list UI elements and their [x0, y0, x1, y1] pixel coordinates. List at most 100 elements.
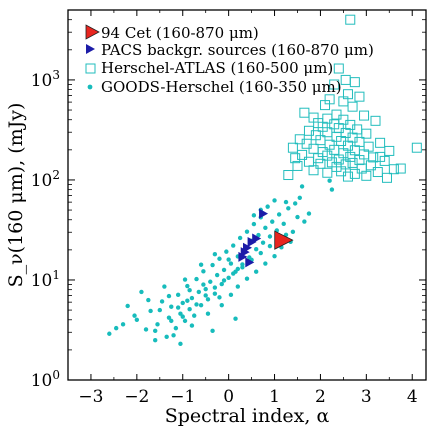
x-tick-label: −2: [124, 387, 149, 407]
x-tick-label: −1: [170, 387, 195, 407]
herschel-atlas-point: [347, 101, 358, 112]
goods-herschel-point: [270, 219, 275, 224]
goods-herschel-point: [201, 282, 206, 287]
goods-herschel-point: [169, 318, 174, 324]
goods-herschel-point: [286, 206, 291, 211]
herschel-atlas-point: [381, 172, 392, 183]
y-tick-label: 101: [31, 268, 60, 291]
y-tick-label-exponent: 3: [52, 68, 60, 82]
goods-herschel-point: [205, 311, 211, 316]
herschel-atlas-point: [315, 158, 326, 169]
goods-herschel-point: [120, 322, 126, 327]
goods-herschel-point: [178, 341, 183, 347]
herschel-atlas-point: [308, 165, 319, 176]
goods-herschel-point: [251, 213, 257, 218]
goods-herschel-point: [272, 253, 277, 259]
goods-herschel-point: [189, 295, 195, 301]
goods-herschel-point: [244, 229, 250, 234]
herschel-atlas-point: [354, 91, 365, 102]
goods-herschel-point: [189, 323, 195, 328]
herschel-atlas-point: [372, 167, 383, 178]
goods-herschel-point: [297, 195, 302, 200]
goods-herschel-point: [196, 289, 202, 295]
goods-herschel-point: [185, 298, 190, 303]
legend-entry-pacs: PACS backgr. sources (160-870 μm): [86, 41, 374, 59]
legend-marker-pacs: [86, 44, 95, 54]
goods-herschel-point: [171, 333, 176, 338]
herschel-atlas-point: [283, 170, 294, 181]
herschel-atlas-point: [340, 74, 351, 85]
goods-herschel-point: [180, 300, 185, 306]
y-tick-label: 103: [31, 68, 60, 91]
goods-herschel-point: [157, 307, 162, 313]
y-axis-label: S_ν(160 μm), (mJy): [5, 103, 27, 288]
goods-herschel-point: [198, 302, 204, 308]
goods-herschel-point: [210, 328, 215, 334]
goods-herschel-point: [159, 299, 165, 304]
herschel-atlas-point: [290, 153, 301, 164]
goods-herschel-point: [253, 269, 259, 274]
goods-herschel-point: [214, 272, 220, 278]
goods-herschel-point: [244, 276, 250, 281]
goods-herschel-point: [164, 334, 169, 340]
goods-herschel-point: [208, 279, 213, 284]
goods-herschel-point: [187, 288, 192, 293]
goods-herschel-point: [205, 297, 211, 302]
goods-herschel-point: [203, 293, 208, 298]
herschel-atlas-point: [388, 164, 399, 175]
herschel-atlas-point: [354, 155, 365, 166]
goods-herschel-point: [182, 318, 188, 324]
goods-herschel-point: [162, 284, 167, 289]
pacs-point: [238, 251, 248, 262]
herschel-atlas-point: [322, 167, 333, 178]
goods-herschel-point: [295, 214, 300, 220]
goods-herschel-point: [210, 262, 215, 268]
goods-herschel-point: [258, 250, 263, 256]
legend-label-herschel-atlas: Herschel-ATLAS (160-500 μm): [101, 59, 333, 77]
herschel-atlas-point: [395, 163, 406, 174]
goods-herschel-point: [219, 302, 224, 308]
goods-herschel-point: [290, 229, 296, 235]
goods-herschel-point: [212, 285, 218, 290]
goods-herschel-point: [217, 295, 222, 300]
goods-herschel-point: [302, 219, 307, 224]
y-tick-label: 100: [31, 368, 60, 391]
legend-marker-94-cet: [85, 24, 100, 40]
legend-label-pacs: PACS backgr. sources (160-870 μm): [101, 41, 374, 59]
goods-herschel-point: [201, 269, 206, 274]
legend-entry-94-cet: 94 Cet (160-870 μm): [85, 24, 259, 42]
goods-herschel-point: [267, 234, 273, 239]
x-tick-label: 2: [315, 387, 326, 407]
legend-entry-goods-herschel: GOODS-Herschel (160-350 μm): [87, 78, 342, 96]
x-tick-label: 0: [223, 387, 234, 407]
herschel-atlas-point: [333, 63, 344, 74]
goods-herschel-point: [192, 313, 197, 318]
goods-herschel-point: [212, 251, 218, 257]
goods-herschel-point: [265, 204, 270, 209]
goods-herschel-point: [299, 184, 305, 189]
x-tick-label: −3: [78, 387, 103, 407]
y-tick-label-base: 10: [31, 371, 53, 391]
goods-herschel-point: [182, 277, 188, 282]
herschel-atlas-point: [331, 109, 342, 120]
goods-herschel-point: [267, 243, 273, 249]
goods-herschel-point: [146, 297, 151, 303]
goods-herschel-point: [143, 327, 149, 332]
goods-herschel-point: [237, 235, 243, 241]
goods-herschel-point: [155, 322, 160, 327]
goods-herschel-point: [292, 201, 298, 206]
goods-herschel-point: [139, 289, 144, 295]
goods-herschel-point: [153, 328, 158, 334]
goods-herschel-point: [224, 249, 229, 254]
herschel-atlas-point: [338, 114, 349, 125]
herschel-atlas-point: [336, 166, 347, 177]
herschel-atlas-point: [359, 110, 370, 121]
goods-herschel-point: [327, 178, 332, 183]
herschel-atlas-point: [303, 156, 314, 167]
goods-herschel-point: [226, 257, 231, 262]
goods-herschel-point: [134, 317, 140, 322]
goods-herschel-point: [228, 292, 234, 298]
goods-herschel-point: [263, 225, 268, 231]
herschel-atlas-point: [292, 160, 303, 171]
plot-frame: [67, 9, 427, 381]
